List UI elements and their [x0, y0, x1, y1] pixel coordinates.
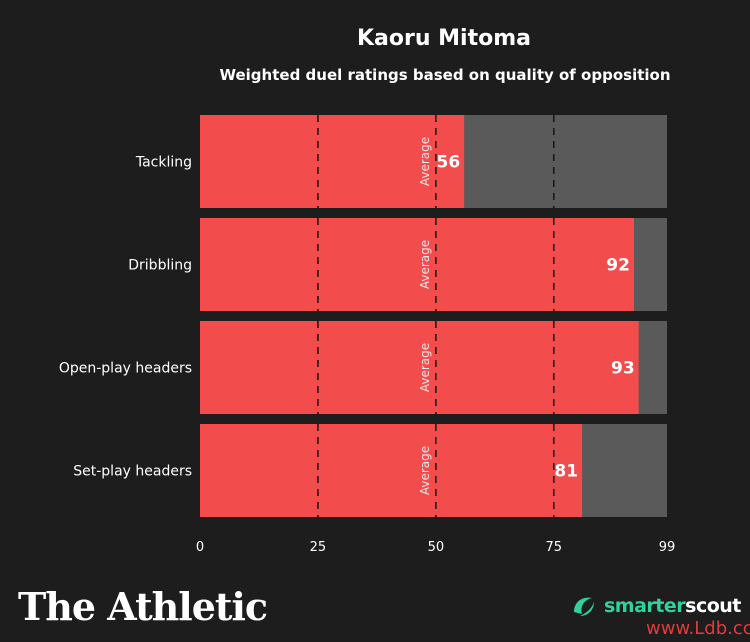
bar-chart: Tackling Average 56 Dribbling Average 92 Open-…	[59, 115, 676, 555]
value-label: 56	[436, 153, 460, 173]
bar-fill	[200, 115, 465, 208]
x-tick-label: 50	[428, 540, 445, 555]
bar-fill	[200, 321, 639, 414]
x-tick-label: 75	[546, 540, 563, 555]
smarterscout-logo: smarterscout	[570, 592, 741, 620]
category-label: Set-play headers	[73, 464, 192, 480]
average-label: Average	[418, 446, 432, 495]
category-label: Dribbling	[128, 258, 192, 274]
average-label: Average	[418, 343, 432, 392]
average-label: Average	[418, 240, 432, 289]
chart-title: Kaoru Mitoma	[356, 26, 531, 51]
category-label: Open-play headers	[59, 361, 192, 377]
x-tick-label: 99	[659, 540, 676, 555]
category-label: Tackling	[135, 155, 192, 171]
smarterscout-wordmark-part2: scout	[685, 595, 741, 617]
chart-subtitle: Weighted duel ratings based on quality o…	[219, 66, 671, 84]
value-label: 93	[611, 359, 635, 379]
smarterscout-wordmark-part1: smarter	[604, 595, 686, 617]
x-tick-label: 0	[196, 540, 204, 555]
smarterscout-icon	[574, 597, 594, 616]
x-tick-label: 25	[310, 540, 327, 555]
average-label: Average	[418, 137, 432, 186]
the-athletic-logo: The Athletic	[18, 584, 268, 629]
watermark: www.Ldb.cc	[646, 618, 750, 639]
bar-fill	[200, 424, 583, 517]
value-label: 81	[554, 462, 578, 482]
smarterscout-wordmark: smarterscout	[604, 595, 741, 617]
value-label: 92	[606, 256, 630, 276]
bar-fill	[200, 218, 634, 311]
